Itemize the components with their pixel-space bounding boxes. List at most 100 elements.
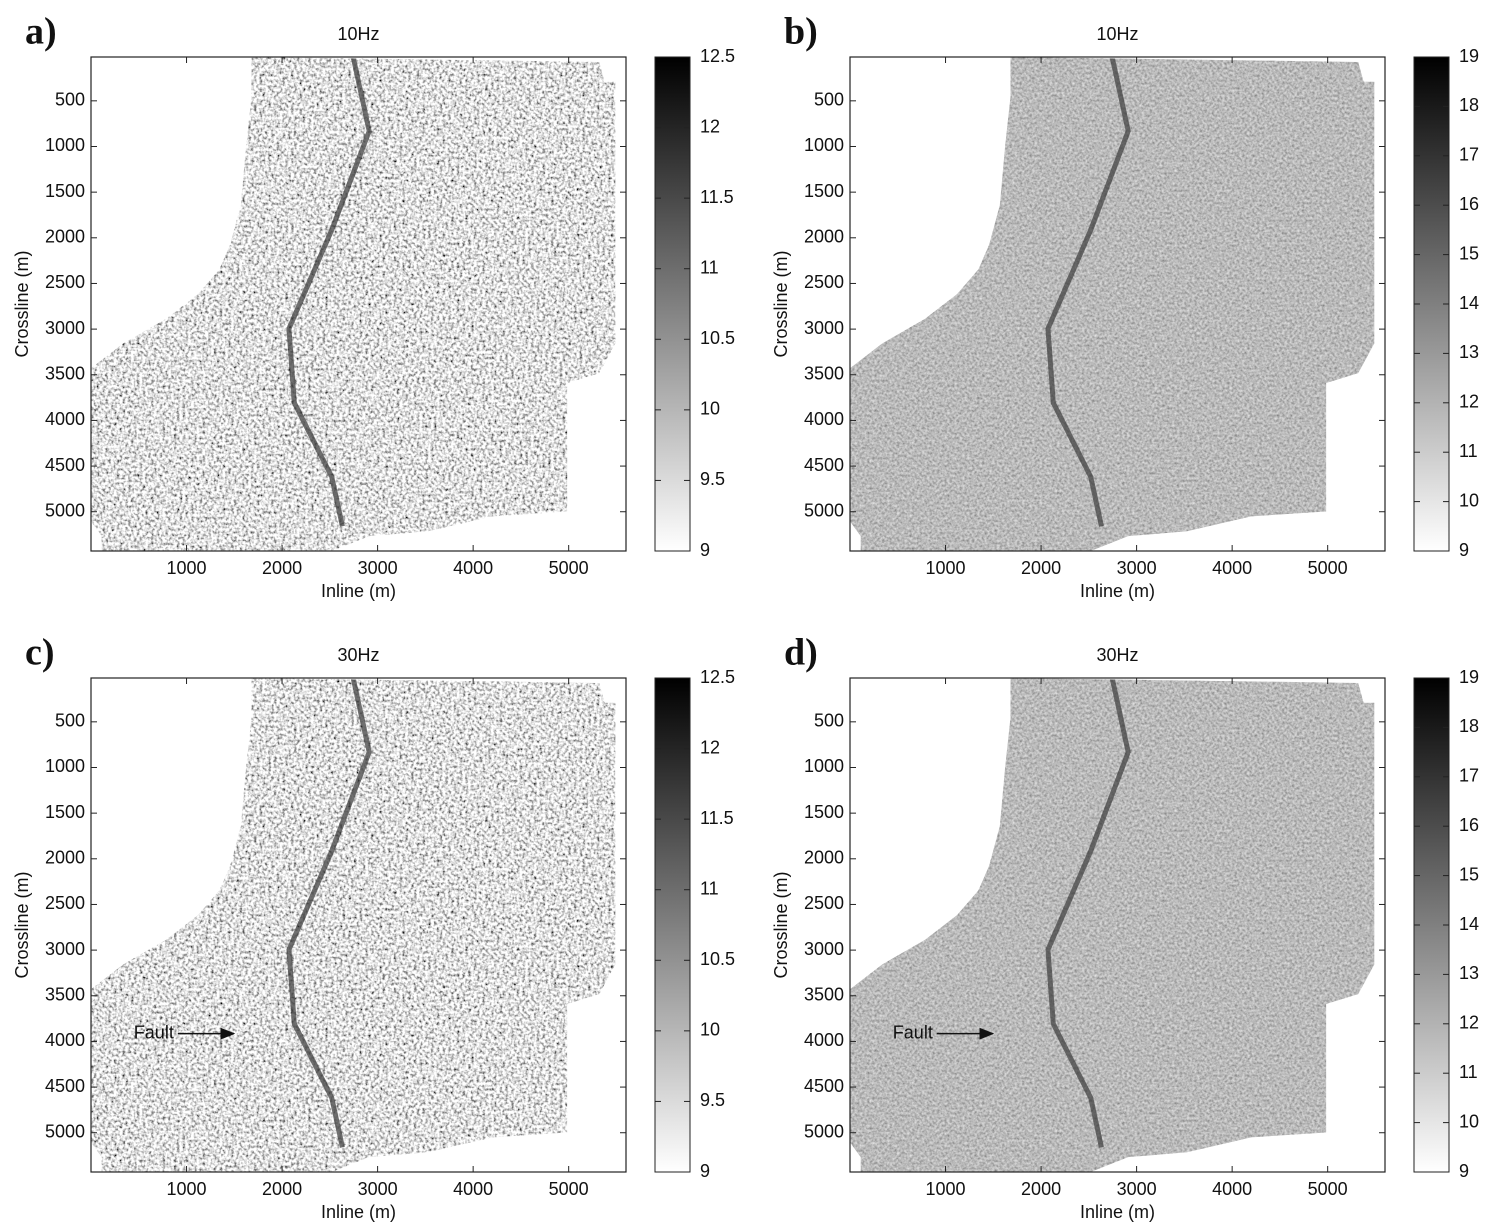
y-tick-label: 1500 [45, 181, 85, 201]
y-tick-label: 5000 [804, 500, 844, 520]
x-tick-label: 2000 [262, 1179, 302, 1199]
x-axis-label: Inline (m) [1080, 581, 1155, 601]
colorbar-tick-label: 10.5 [700, 328, 735, 348]
y-axis-label: Crossline (m) [771, 250, 791, 357]
colorbar-tick-label: 11 [1459, 441, 1478, 461]
colorbar-tick-label: 12.5 [700, 46, 735, 66]
colorbar-tick-label: 19 [1459, 667, 1479, 687]
y-tick-label: 3000 [45, 939, 85, 959]
y-tick-label: 3500 [804, 985, 844, 1005]
colorbar-tick-label: 12 [700, 116, 720, 136]
y-tick-label: 4000 [45, 1030, 85, 1050]
y-tick-label: 3000 [804, 318, 844, 338]
y-tick-label: 2500 [804, 272, 844, 292]
y-tick-label: 500 [814, 711, 844, 731]
colorbar-tick-label: 12 [1459, 1013, 1479, 1033]
y-tick-label: 4500 [804, 455, 844, 475]
page: a) 10Hz Inline (m) Crossline (m) 1000 2000 300… [0, 0, 1490, 1225]
x-tick-label: 3000 [1117, 1179, 1157, 1199]
y-tick-label: 3500 [45, 364, 85, 384]
y-tick-label: 3500 [45, 985, 85, 1005]
y-tick-label: 5000 [45, 500, 85, 520]
y-tick-label: 4000 [804, 409, 844, 429]
y-tick-label: 3500 [804, 364, 844, 384]
x-tick-label: 2000 [1021, 558, 1061, 578]
colorbar-tick-label: 10 [700, 1020, 720, 1040]
x-tick-label: 1000 [926, 1179, 966, 1199]
y-tick-label: 4500 [45, 1076, 85, 1096]
colorbar-tick-label: 9 [1459, 540, 1469, 560]
y-tick-label: 2000 [804, 227, 844, 247]
y-tick-label: 500 [55, 711, 85, 731]
y-tick-label: 500 [55, 90, 85, 110]
panel-label: a) [25, 11, 57, 53]
colorbar-tick-label: 9.5 [700, 469, 725, 489]
y-axis-label: Crossline (m) [771, 871, 791, 978]
x-tick-label: 5000 [1308, 558, 1348, 578]
seismic-image [850, 57, 1385, 551]
y-tick-label: 500 [814, 90, 844, 110]
colorbar-tick-label: 12.5 [700, 667, 735, 687]
x-tick-label: 3000 [358, 1179, 398, 1199]
y-tick-label: 2500 [45, 893, 85, 913]
y-tick-label: 5000 [45, 1121, 85, 1141]
y-tick-label: 2000 [804, 848, 844, 868]
x-tick-label: 5000 [1308, 1179, 1348, 1199]
figure: a) 10Hz Inline (m) Crossline (m) 1000 2000 300… [0, 0, 1490, 1225]
colorbar-tick-label: 15 [1459, 243, 1479, 263]
x-axis-label: Inline (m) [1080, 1202, 1155, 1222]
x-tick-label: 1000 [167, 1179, 207, 1199]
x-tick-label: 4000 [1212, 558, 1252, 578]
colorbar-tick-label: 12 [1459, 392, 1479, 412]
colorbar-tick-label: 18 [1459, 716, 1479, 736]
colorbar-tick-label: 9 [700, 1161, 710, 1181]
colorbar-tick-label: 18 [1459, 95, 1479, 115]
y-tick-label: 1000 [804, 135, 844, 155]
y-tick-label: 1500 [804, 802, 844, 822]
chart-title: 10Hz [1096, 24, 1138, 44]
colorbar-tick-label: 15 [1459, 864, 1479, 884]
colorbar-tick-label: 19 [1459, 46, 1479, 66]
colorbar-tick-label: 11 [1459, 1062, 1478, 1082]
annotation: Fault [134, 1022, 174, 1042]
x-tick-label: 5000 [549, 558, 589, 578]
colorbar-tick-label: 17 [1459, 145, 1479, 165]
colorbar-tick-label: 14 [1459, 914, 1479, 934]
colorbar-tick-label: 14 [1459, 293, 1479, 313]
y-tick-label: 2000 [45, 848, 85, 868]
panel-label: b) [784, 11, 818, 53]
colorbar [655, 57, 690, 551]
y-tick-label: 4500 [804, 1076, 844, 1096]
y-tick-label: 1000 [45, 756, 85, 776]
x-tick-label: 4000 [453, 1179, 493, 1199]
colorbar-tick-label: 16 [1459, 815, 1479, 835]
chart-title: 30Hz [1096, 645, 1138, 665]
y-tick-label: 5000 [804, 1121, 844, 1141]
x-tick-label: 1000 [167, 558, 207, 578]
x-tick-label: 2000 [262, 558, 302, 578]
colorbar-tick-label: 11 [700, 257, 719, 277]
y-tick-label: 3000 [45, 318, 85, 338]
y-axis-label: Crossline (m) [12, 871, 32, 978]
y-tick-label: 4000 [804, 1030, 844, 1050]
y-tick-label: 2000 [45, 227, 85, 247]
colorbar-tick-label: 10.5 [700, 949, 735, 969]
y-tick-label: 1000 [804, 756, 844, 776]
colorbar-tick-label: 9.5 [700, 1090, 725, 1110]
y-tick-label: 1500 [804, 181, 844, 201]
seismic-image [91, 678, 626, 1172]
chart-title: 10Hz [337, 24, 379, 44]
y-tick-label: 3000 [804, 939, 844, 959]
colorbar-tick-label: 10 [1459, 1111, 1479, 1131]
panel-label: d) [784, 632, 818, 674]
x-tick-label: 3000 [1117, 558, 1157, 578]
y-tick-label: 1500 [45, 802, 85, 822]
y-tick-label: 1000 [45, 135, 85, 155]
x-tick-label: 4000 [1212, 1179, 1252, 1199]
x-axis-label: Inline (m) [321, 1202, 396, 1222]
colorbar-tick-label: 13 [1459, 963, 1479, 983]
x-tick-label: 4000 [453, 558, 493, 578]
colorbar-tick-label: 17 [1459, 766, 1479, 786]
y-axis-label: Crossline (m) [12, 250, 32, 357]
x-tick-label: 1000 [926, 558, 966, 578]
